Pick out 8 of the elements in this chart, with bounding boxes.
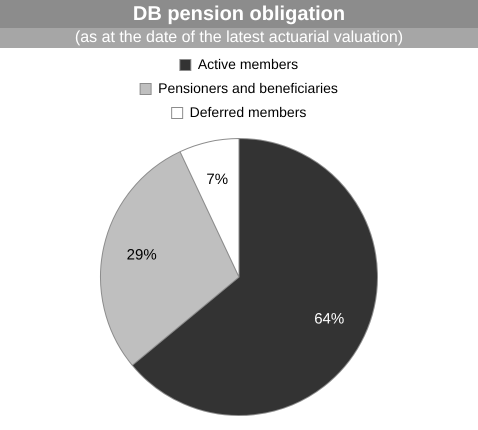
data-label: 64% <box>314 310 344 328</box>
legend-label: Active members <box>198 56 298 72</box>
chart-subtitle: (as at the date of the latest actuarial valuation) <box>0 28 478 48</box>
data-label: 29% <box>126 246 157 264</box>
legend-label: Deferred members <box>190 104 306 120</box>
legend-label: Pensioners and beneficiaries <box>158 80 338 96</box>
chart-title: DB pension obligation <box>0 0 478 28</box>
data-label: 7% <box>206 170 228 188</box>
